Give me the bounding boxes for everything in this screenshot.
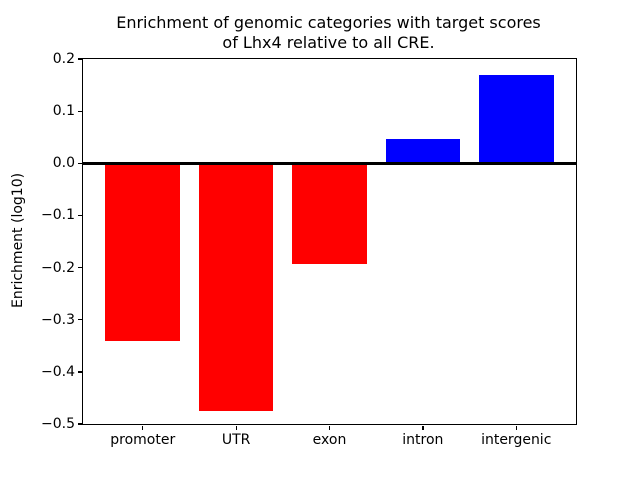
y-tick-mark — [78, 423, 82, 425]
x-tick-mark — [422, 426, 424, 430]
x-tick-mark — [142, 426, 144, 430]
y-tick-mark — [78, 319, 82, 321]
bar-intron — [385, 138, 461, 164]
y-tick-mark — [78, 58, 82, 60]
x-tick-mark — [328, 426, 331, 430]
y-tick-label: 0.2 — [52, 51, 75, 67]
x-tick-label: intergenic — [481, 432, 552, 448]
y-tick-label: −0.2 — [41, 259, 75, 276]
y-tick-mark — [78, 371, 82, 373]
x-tick-label: promoter — [110, 432, 176, 448]
plot-area: 0.2 0.1 0.0 −0.1 −0.2 −0.3 −0.4 −0.5 promoter UTR… — [41, 51, 577, 448]
x-tick-mark — [515, 426, 517, 430]
y-tick-mark — [78, 110, 82, 112]
x-tick-mark — [235, 426, 237, 430]
x-tick-label: intron — [402, 432, 444, 448]
y-tick-label: 0.0 — [52, 155, 75, 172]
bar-UTR — [198, 163, 274, 411]
y-tick-mark — [78, 162, 82, 164]
zero-line — [83, 161, 576, 165]
bar-intergenic — [478, 74, 554, 164]
y-tick-mark — [78, 214, 82, 217]
y-tick-label: 0.1 — [52, 103, 75, 120]
y-tick-mark — [78, 266, 82, 269]
y-axis-label: Enrichment (log10) — [10, 172, 26, 309]
bar-promoter — [105, 163, 181, 341]
x-tick-label: exon — [312, 432, 347, 448]
bar-exon — [292, 163, 367, 264]
y-tick-label: −0.5 — [41, 416, 75, 432]
chart-title: Enrichment of genomic categories with ta… — [116, 13, 541, 53]
y-tick-label: −0.4 — [41, 363, 75, 380]
x-tick-label: UTR — [221, 432, 251, 448]
y-tick-label: −0.3 — [41, 311, 75, 328]
y-tick-label: −0.1 — [41, 207, 75, 224]
